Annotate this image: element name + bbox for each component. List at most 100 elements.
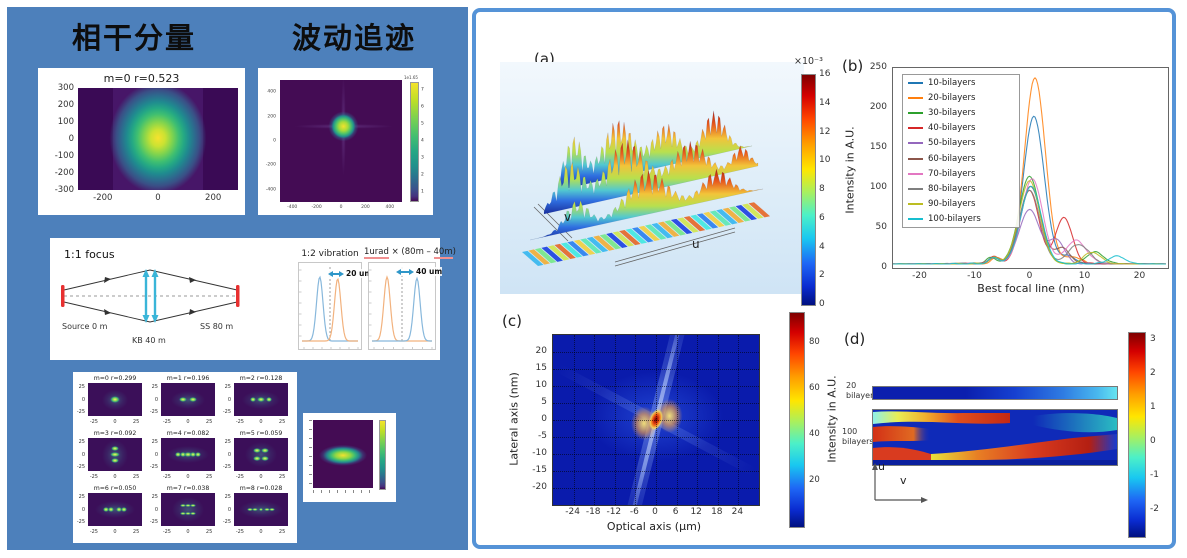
axis-v-label: v <box>900 474 907 487</box>
y-axis-ticks <box>309 420 312 488</box>
floor-stripe <box>709 210 732 226</box>
tick-label: -10 <box>967 271 982 281</box>
tick-label: 25 <box>278 419 286 425</box>
tick-label: -15 <box>532 465 547 475</box>
grid-line-horizontal <box>553 437 759 438</box>
surface-3d-svg <box>522 110 771 267</box>
y-axis-ticks: 25 0 -25 <box>77 383 87 416</box>
tick-label: 0 <box>113 419 117 425</box>
tick-label: 10 <box>535 380 547 390</box>
mode-dot <box>110 451 120 458</box>
tick-label: -25 <box>76 464 85 471</box>
tick-label: 25 <box>78 438 85 445</box>
tick-label: -25 <box>89 474 98 480</box>
floor-stripe <box>729 206 751 222</box>
mode-dot <box>180 503 186 508</box>
tick-label: 12 <box>690 507 702 517</box>
floor-stripe <box>599 234 622 250</box>
optics-card: 1:1 focus Source 0 m KB <box>50 238 456 360</box>
urad-title: 1urad × (80m – 40m) <box>364 247 456 259</box>
grid-line-horizontal <box>553 386 759 387</box>
floor-stripe <box>638 225 661 241</box>
colorbar-ticks: 80 60 40 20 <box>806 312 824 526</box>
tick-label: 40 <box>809 428 820 439</box>
mode-cell-title: m=5 r=0.059 <box>239 430 283 437</box>
legend-item-label: 40-bilayers <box>928 123 976 134</box>
surface-ridge <box>543 139 759 215</box>
ray-arrowhead <box>104 277 111 283</box>
tick-label: 20 <box>535 346 547 356</box>
mode-dot <box>258 508 264 511</box>
b-ylabel: Intensity in A.U. <box>843 126 857 214</box>
colorbar-ticks: 7 6 5 4 3 2 1 <box>418 82 428 200</box>
floor-stripe <box>683 216 706 232</box>
urad-title-part: 1urad <box>364 247 389 259</box>
phase-band <box>873 447 931 460</box>
c-ylabel: Lateral axis (nm) <box>507 372 521 466</box>
bilayer-100-svg <box>873 410 1117 465</box>
y-axis-ticks: 25 0 -25 <box>223 493 233 526</box>
tick-label: 0 <box>652 507 658 517</box>
tick-label: -18 <box>585 507 601 517</box>
urad-title-part: ) <box>452 247 456 257</box>
v-axis-rail <box>537 203 573 239</box>
mode-dot <box>120 507 128 512</box>
legend-item-label: 50-bilayers <box>928 138 976 149</box>
tick-label: 25 <box>224 383 231 390</box>
phase-band <box>873 411 1010 424</box>
tick-label: -400 <box>287 205 298 210</box>
legend-item: 90-bilayers <box>908 199 1014 209</box>
mode-cell-heatmap <box>88 383 142 416</box>
tick-label: 0 <box>113 474 117 480</box>
legend-item: 40-bilayers <box>908 123 1014 133</box>
mode-halo <box>94 501 136 518</box>
plot-title: m=0 r=0.523 <box>103 72 180 85</box>
mode-dot <box>253 456 261 461</box>
legend-item-label: 30-bilayers <box>928 108 976 119</box>
colorbar-d <box>1128 332 1146 538</box>
x-axis-ticks: -25 0 25 <box>234 528 288 535</box>
y-axis-ticks: 400 200 0 -200 -400 <box>262 80 278 202</box>
mode-cell-heatmap <box>161 383 215 416</box>
mode-cell-title: m=0 r=0.299 <box>93 375 137 382</box>
axis-u-label: u <box>692 237 700 251</box>
tick-label: 0 <box>227 451 231 458</box>
figure-panel: (a) v u ×10⁻³ 16 14 12 10 8 6 4 2 0 (b) Intensit… <box>472 8 1176 549</box>
y-axis-ticks: 25 0 -25 <box>77 493 87 526</box>
legend-item-label: 80-bilayers <box>928 183 976 194</box>
tick-label: -200 <box>54 168 74 178</box>
v-axis-rail <box>533 206 569 242</box>
legend-item: 70-bilayers <box>908 169 1014 179</box>
strip2-label-line2: bilayers <box>842 437 874 446</box>
legend-item: 80-bilayers <box>908 184 1014 194</box>
floor-stripe <box>657 221 680 237</box>
tick-label: 25 <box>151 383 158 390</box>
floor-stripe <box>690 214 712 230</box>
floor-stripe <box>722 207 745 223</box>
u-axis-rail <box>614 231 736 267</box>
tick-label: -25 <box>149 519 158 526</box>
floor-stripe <box>606 232 628 248</box>
tick-label: 0 <box>273 138 276 144</box>
panel-c-label: (c) <box>502 312 522 330</box>
shift-arrow-icon <box>328 270 344 277</box>
mode-dot <box>252 507 258 512</box>
mode-dot <box>115 507 123 512</box>
floor-stripe <box>567 241 589 257</box>
mode-dot <box>179 452 187 457</box>
tick-label: -25 <box>89 419 98 425</box>
tick-label: -1 <box>1150 469 1159 480</box>
line-series-svg <box>892 76 1167 265</box>
legend-item: 20-bilayers <box>908 93 1014 103</box>
mode-cell-title: m=1 r=0.196 <box>166 375 210 382</box>
legend-item: 50-bilayers <box>908 138 1014 148</box>
tick-label: -6 <box>629 507 639 517</box>
tick-label: 25 <box>224 438 231 445</box>
legend-item: 100-bilayers <box>908 214 1014 224</box>
x-axis-ticks: -25 0 25 <box>161 528 215 535</box>
mode-dot <box>253 448 261 453</box>
legend-line-swatch <box>908 157 923 160</box>
tick-label: -400 <box>265 187 276 193</box>
grid-line-horizontal <box>553 352 759 353</box>
ray-top <box>63 269 238 291</box>
